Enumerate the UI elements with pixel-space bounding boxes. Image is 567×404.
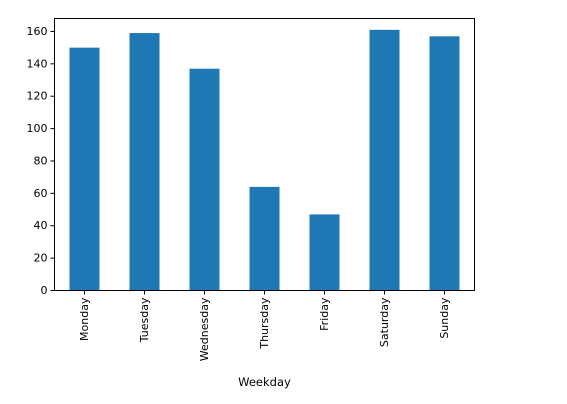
bar-saturday — [369, 29, 400, 291]
x-axis-title: Weekday — [238, 375, 291, 389]
bar-wednesday — [189, 68, 220, 291]
x-tick-label-thursday: Thursday — [258, 297, 271, 350]
y-tick-label: 120 — [27, 90, 48, 103]
x-tick-label-friday: Friday — [318, 297, 331, 331]
bar-tuesday — [129, 33, 160, 291]
x-axis: Monday Tuesday Wednesday Thursday Friday Satu… — [78, 290, 451, 361]
x-tick-label-wednesday: Wednesday — [198, 297, 211, 361]
y-tick-label: 0 — [41, 284, 48, 297]
y-axis: 0 20 40 60 80 100 120 140 160 — [27, 25, 55, 297]
bar-thursday — [249, 186, 280, 291]
bar-sunday — [429, 36, 460, 291]
y-tick-label: 20 — [34, 252, 48, 265]
bar-monday — [69, 47, 100, 291]
x-tick-label-saturday: Saturday — [378, 297, 391, 347]
y-tick-label: 100 — [27, 122, 48, 135]
y-tick-label: 40 — [34, 219, 48, 232]
plot-frame — [54, 18, 475, 291]
x-tick-label-sunday: Sunday — [438, 297, 451, 339]
y-tick-label: 140 — [27, 57, 48, 70]
x-tick-label-tuesday: Tuesday — [138, 297, 151, 343]
y-tick-label: 60 — [34, 187, 48, 200]
y-tick-label: 80 — [34, 154, 48, 167]
y-tick-label: 160 — [27, 25, 48, 38]
bars-group — [69, 29, 460, 291]
x-tick-label-monday: Monday — [78, 297, 91, 341]
bar-friday — [309, 214, 340, 291]
